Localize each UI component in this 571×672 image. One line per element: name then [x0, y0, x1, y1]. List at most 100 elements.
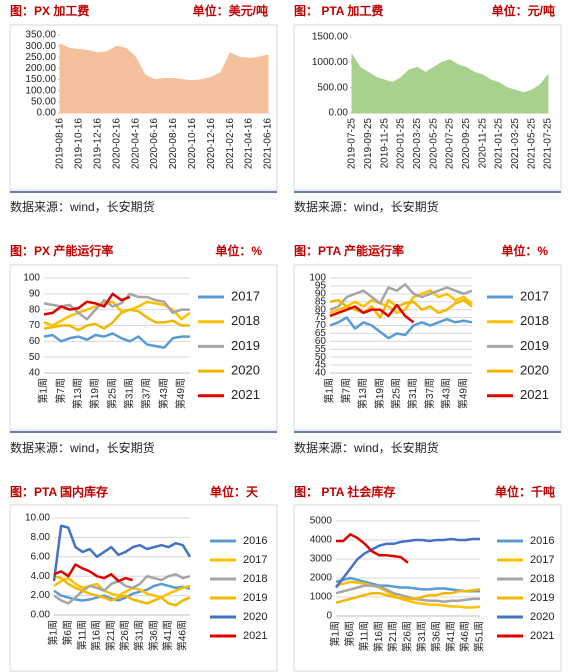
series-line	[335, 576, 480, 593]
source-note: 数据来源：wind，长安期货	[10, 440, 155, 455]
x-tick-label: 第11周	[357, 621, 370, 651]
legend-label: 2018	[520, 313, 549, 328]
source-note: 数据来源：wind，长安期货	[294, 199, 439, 214]
series-line	[43, 292, 131, 316]
y-tick-label: 2000	[310, 573, 333, 584]
legend-label: 2019	[520, 338, 549, 353]
chart-frame	[293, 24, 562, 191]
x-tick-label: 第43周	[440, 378, 453, 409]
legend-label: 2019	[243, 592, 267, 604]
legend-label: 2016	[243, 535, 267, 547]
y-tick-label: 6.00	[31, 551, 51, 562]
chart-title: 图： PTA 社会库存	[294, 484, 395, 499]
y-tick-label: 75	[315, 312, 327, 323]
x-tick-label: 2020-10-16	[187, 118, 198, 170]
y-tick-label: 0.00	[31, 610, 51, 621]
y-tick-label: 5000	[310, 516, 333, 527]
series-line	[329, 283, 473, 311]
x-tick-label: 第19周	[88, 378, 101, 409]
x-tick-label: 第31周	[133, 620, 146, 651]
x-tick-label: 2021-03-25	[510, 118, 521, 170]
legend-label: 2017	[520, 288, 549, 303]
x-tick-label: 第41周	[161, 620, 174, 651]
y-tick-label: 0.00	[37, 108, 57, 119]
legend-label: 2020	[231, 363, 260, 378]
y-tick-label: 85	[315, 296, 327, 307]
x-tick-label: 2019-08-16	[55, 118, 66, 170]
chart-frame	[9, 264, 278, 431]
y-tick-label: 60	[315, 336, 327, 347]
legend-label: 2016	[530, 535, 554, 547]
series-line	[53, 563, 134, 583]
x-tick-label: 第51周	[473, 621, 486, 652]
unit-label: 单位：天	[210, 484, 259, 499]
x-tick-label: 2020-01-25	[396, 118, 407, 170]
x-tick-label: 2019-07-25	[347, 118, 358, 170]
x-tick-label: 第13周	[71, 378, 84, 409]
x-tick-label: 2020-03-25	[412, 118, 423, 170]
y-tick-label: 65	[315, 328, 327, 339]
series-line	[329, 298, 473, 319]
y-tick-label: 0.00	[329, 108, 349, 119]
chart-frame	[293, 504, 562, 672]
y-tick-label: 0	[326, 611, 332, 622]
legend-label: 2018	[231, 313, 260, 328]
chart-title: 图：PTA 国内库存	[10, 484, 108, 499]
x-tick-label: 第49周	[174, 378, 187, 409]
x-tick-label: 2019-11-25	[379, 118, 390, 169]
y-tick-label: 1000	[310, 592, 333, 603]
y-tick-label: 100	[23, 273, 40, 284]
x-tick-label: 2021-02-16	[225, 118, 236, 170]
chart-title: 图：PTA 产能运行率	[294, 243, 404, 258]
x-tick-label: 2019-10-16	[74, 118, 85, 170]
x-tick-label: 第49周	[456, 378, 469, 409]
x-tick-label: 2021-01-25	[494, 118, 505, 170]
area	[351, 53, 549, 114]
x-tick-label: 第21周	[386, 621, 399, 652]
legend-label: 2017	[231, 288, 260, 303]
legend-label: 2021	[231, 387, 260, 402]
y-tick-label: 4.00	[31, 571, 51, 582]
y-tick-label: 500.00	[317, 82, 348, 93]
y-tick-label: 50	[315, 352, 327, 363]
unit-label: 单位：美元/吨	[193, 3, 268, 18]
y-tick-label: 150.00	[25, 74, 56, 85]
x-tick-label: 第36周	[147, 620, 160, 651]
series-line	[53, 574, 191, 607]
y-tick-label: 10.00	[25, 513, 50, 524]
legend-label: 2021	[243, 630, 267, 642]
x-tick-label: 2019-12-16	[92, 118, 103, 170]
x-tick-label: 2019-09-25	[363, 118, 374, 170]
x-tick-label: 2021-04-16	[244, 118, 255, 170]
y-tick-label: 100.00	[25, 85, 56, 96]
x-tick-label: 第36周	[429, 621, 442, 652]
series-line	[53, 573, 191, 605]
x-tick-label: 2021-06-16	[263, 118, 274, 170]
unit-label: 单位：%	[215, 243, 262, 258]
legend-label: 2020	[520, 363, 549, 378]
series-line	[43, 292, 190, 321]
legend-label: 2020	[530, 611, 554, 623]
x-tick-label: 第41周	[444, 621, 457, 652]
x-tick-label: 2021-07-25	[543, 118, 554, 170]
series-line	[53, 576, 191, 599]
y-tick-label: 55	[315, 344, 327, 355]
source-note: 数据来源：wind，长安期货	[294, 440, 439, 455]
y-tick-label: 300.00	[25, 41, 56, 52]
legend-label: 2018	[530, 573, 554, 585]
series-line	[52, 524, 192, 582]
x-tick-label: 第19周	[373, 378, 386, 409]
y-tick-label: 70	[29, 320, 41, 331]
x-tick-label: 第6周	[343, 621, 356, 647]
x-tick-label: 第1周	[37, 378, 50, 404]
x-tick-label: 2020-02-16	[111, 118, 122, 170]
y-tick-label: 1000.00	[312, 57, 349, 68]
x-tick-label: 第46周	[458, 621, 471, 652]
y-tick-label: 3000	[310, 554, 333, 565]
y-tick-label: 250.00	[25, 52, 56, 63]
x-tick-label: 第43周	[157, 378, 170, 409]
x-tick-label: 第25周	[105, 378, 118, 409]
y-tick-label: 95	[315, 281, 327, 292]
series-line	[336, 533, 409, 564]
